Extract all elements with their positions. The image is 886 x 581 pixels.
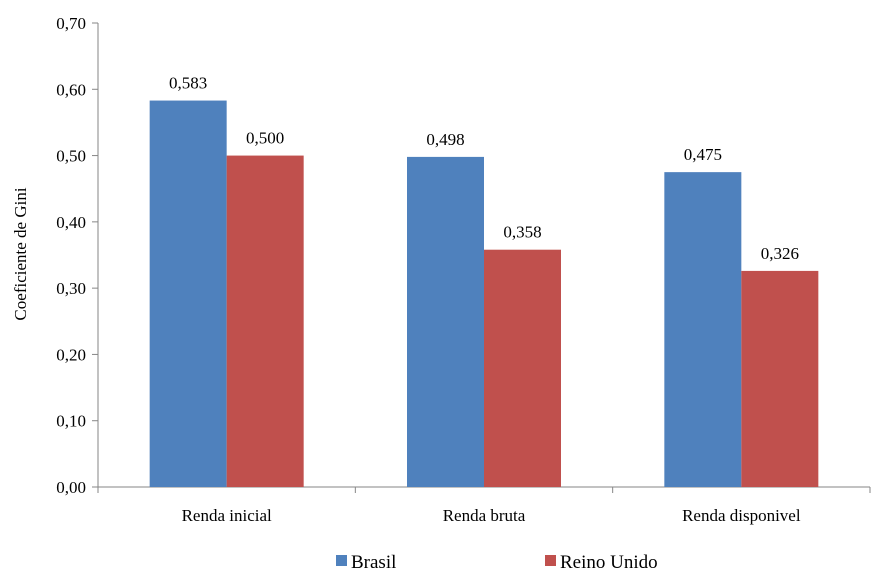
x-tick-label: Renda disponivel — [682, 506, 801, 525]
legend-swatch — [545, 555, 556, 566]
legend-label: Reino Unido — [560, 552, 658, 573]
data-label: 0,583 — [169, 74, 207, 93]
bar — [407, 156, 484, 487]
data-label: 0,500 — [246, 129, 284, 148]
data-label: 0,475 — [684, 145, 722, 164]
y-tick-label: 0,30 — [56, 279, 86, 298]
data-label: 0,358 — [503, 223, 541, 242]
y-tick-label: 0,20 — [56, 345, 86, 364]
data-label: 0,326 — [761, 244, 799, 263]
y-tick-label: 0,00 — [56, 478, 86, 497]
x-tick-label: Renda bruta — [443, 506, 526, 525]
x-tick-label: Renda inicial — [182, 506, 272, 525]
bar — [149, 100, 227, 487]
y-tick-label: 0,40 — [56, 213, 86, 232]
y-tick-label: 0,60 — [56, 80, 86, 99]
y-tick-label: 0,50 — [56, 147, 86, 166]
legend-label: Brasil — [351, 552, 396, 573]
bar — [741, 270, 819, 487]
y-tick-label: 0,10 — [56, 412, 86, 431]
bar — [484, 249, 561, 487]
y-tick-label: 0,70 — [56, 14, 86, 33]
legend-swatch — [336, 555, 347, 566]
data-label: 0,498 — [426, 130, 464, 149]
bar — [664, 172, 742, 487]
bar — [226, 155, 304, 488]
y-axis-title: Coeficiente de Gini — [11, 187, 30, 320]
